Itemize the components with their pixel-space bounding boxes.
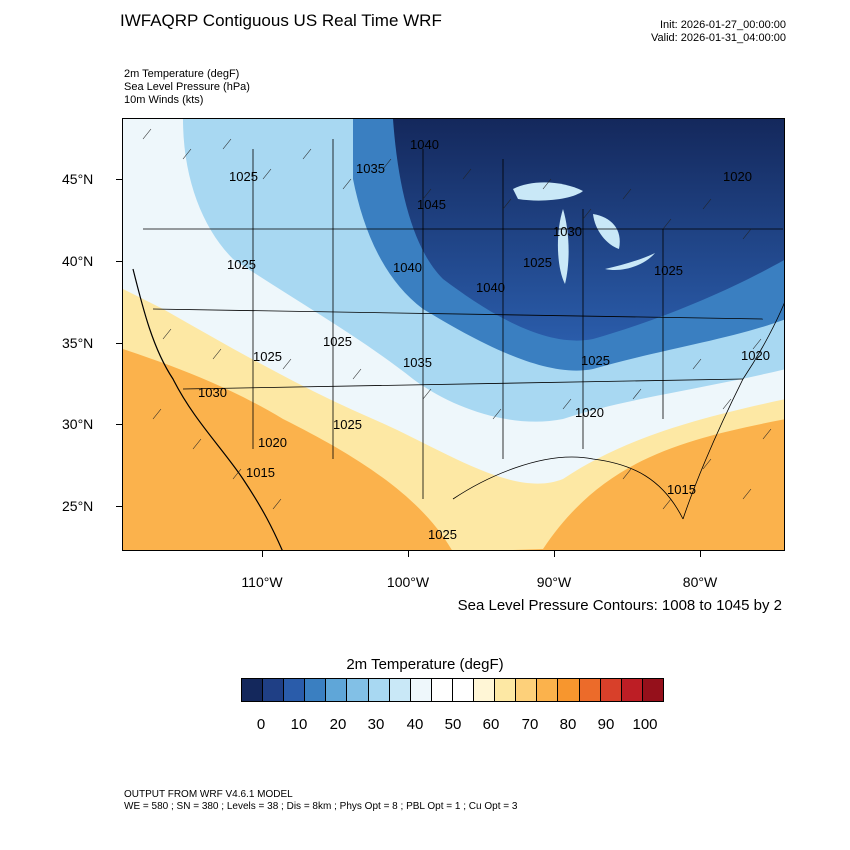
pressure-labels: 1040 1035 1025 1045 1025 1040 1040 1025 … (198, 137, 770, 542)
colorbar-swatch (621, 679, 643, 701)
pressure-label: 1020 (723, 169, 752, 184)
lon-tick (554, 551, 555, 557)
colorbar-label: 30 (367, 716, 385, 733)
colorbar-title: 2m Temperature (degF) (346, 656, 504, 673)
lat-tick (116, 424, 122, 425)
west-coastline (132, 268, 283, 550)
variable-pressure: Sea Level Pressure (hPa) (124, 81, 250, 93)
map-canvas: 1040 1035 1025 1045 1025 1040 1040 1025 … (123, 119, 784, 550)
colorbar-swatch (558, 679, 580, 701)
pressure-label: 1025 (227, 257, 256, 272)
colorbar-swatch (516, 679, 538, 701)
colorbar-swatch (242, 679, 264, 701)
lon-tick (700, 551, 701, 557)
init-time: Init: 2026-01-27_00:00:00 (660, 19, 786, 31)
lon-label: 90°W (536, 574, 572, 590)
lat-tick (116, 506, 122, 507)
variable-temperature: 2m Temperature (degF) (124, 68, 240, 80)
colorbar-swatch (410, 679, 432, 701)
colorbar-label: 20 (329, 716, 347, 733)
pressure-label: 1025 (654, 263, 683, 278)
temperature-colorbar (241, 678, 664, 702)
pressure-label: 1020 (258, 435, 287, 450)
lake-huron (593, 214, 620, 249)
lat-label: 45°N (62, 171, 94, 187)
colorbar-label: 90 (597, 716, 615, 733)
colorbar-label: 40 (406, 716, 424, 733)
pressure-label: 1025 (229, 169, 258, 184)
colorbar-label: 50 (444, 716, 462, 733)
colorbar-swatch (537, 679, 559, 701)
wind-barbs (142, 128, 772, 510)
colorbar-label: 80 (559, 716, 577, 733)
lat-label: 25°N (62, 498, 94, 514)
pressure-label: 1040 (476, 280, 505, 295)
colorbar-swatch (495, 679, 517, 701)
pressure-label: 1030 (198, 385, 227, 400)
lat-tick (116, 179, 122, 180)
map-title: IWFAQRP Contiguous US Real Time WRF (120, 11, 442, 30)
pressure-label: 1025 (428, 527, 457, 542)
colorbar-swatch (474, 679, 496, 701)
pressure-label: 1035 (356, 161, 385, 176)
pressure-label: 1045 (417, 197, 446, 212)
pressure-label: 1015 (246, 465, 275, 480)
colorbar-swatch (600, 679, 622, 701)
variable-winds: 10m Winds (kts) (124, 94, 204, 106)
lat-label: 30°N (62, 416, 94, 432)
pressure-label: 1020 (575, 405, 604, 420)
colorbar-swatch (347, 679, 369, 701)
pressure-label: 1040 (410, 137, 439, 152)
very-cold-region (393, 119, 784, 341)
pressure-label: 1030 (553, 224, 582, 239)
pressure-label: 1035 (403, 355, 432, 370)
pressure-label: 1015 (667, 482, 696, 497)
colorbar-label: 0 (256, 716, 266, 733)
colorbar-swatch (579, 679, 601, 701)
colorbar-label: 60 (482, 716, 500, 733)
lake-erie (605, 253, 655, 271)
pressure-label: 1025 (333, 417, 362, 432)
pressure-label: 1025 (253, 349, 282, 364)
lat-label: 35°N (62, 335, 94, 351)
lake-michigan (557, 209, 569, 284)
weather-map: 1040 1035 1025 1045 1025 1040 1040 1025 … (122, 118, 785, 551)
pressure-label: 1025 (523, 255, 552, 270)
lon-tick (408, 551, 409, 557)
colorbar-swatch (452, 679, 475, 701)
colorbar-label: 100 (632, 716, 658, 733)
lat-tick (116, 261, 122, 262)
pressure-label: 1040 (393, 260, 422, 275)
lake-superior (513, 182, 583, 201)
colorbar-swatch (642, 679, 663, 701)
colorbar-label: 10 (290, 716, 308, 733)
lon-label: 100°W (386, 574, 430, 590)
valid-time: Valid: 2026-01-31_04:00:00 (651, 32, 786, 44)
lon-tick (262, 551, 263, 557)
colorbar-swatch (368, 679, 390, 701)
lon-label: 110°W (241, 574, 283, 590)
colorbar-swatch (263, 679, 285, 701)
pressure-label: 1025 (323, 334, 352, 349)
colorbar-swatch (305, 679, 327, 701)
colorbar-swatch (431, 679, 453, 701)
contour-note: Sea Level Pressure Contours: 1008 to 104… (457, 597, 782, 614)
lat-tick (116, 343, 122, 344)
model-info: OUTPUT FROM WRF V4.6.1 MODEL (124, 789, 293, 800)
lon-label: 80°W (682, 574, 718, 590)
colorbar-swatch (326, 679, 348, 701)
pressure-label: 1025 (581, 353, 610, 368)
model-settings: WE = 580 ; SN = 380 ; Levels = 38 ; Dis … (124, 801, 518, 812)
colorbar-swatch (284, 679, 306, 701)
pressure-label: 1020 (741, 348, 770, 363)
colorbar-label: 70 (521, 716, 539, 733)
colorbar-swatch (389, 679, 411, 701)
lat-label: 40°N (62, 253, 94, 269)
